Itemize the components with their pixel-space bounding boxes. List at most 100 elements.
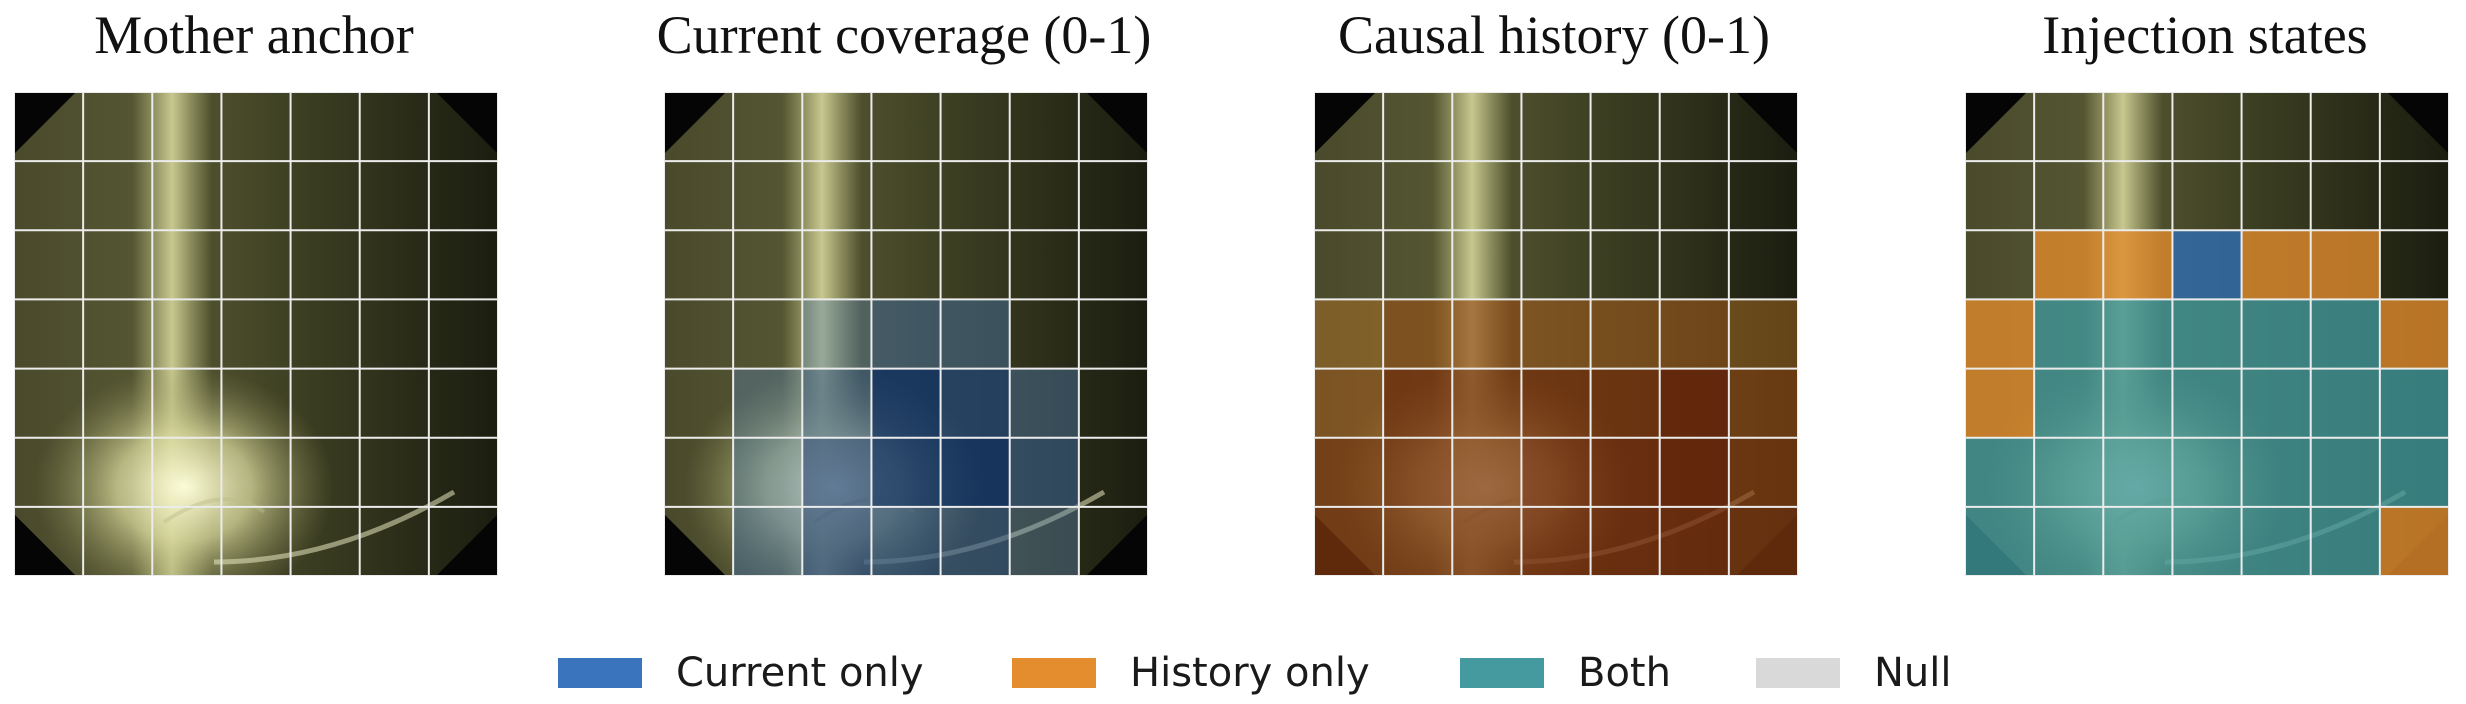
patch-cell (1383, 437, 1453, 507)
patch-cell (2103, 437, 2173, 507)
light-glow (34, 367, 334, 576)
patch-cell (2241, 506, 2311, 576)
patch-cell (1659, 299, 1729, 369)
patch-cell (1728, 368, 1798, 438)
patch-cell (1521, 368, 1591, 438)
patch-cell (1659, 368, 1729, 438)
patch-cell (2241, 230, 2311, 300)
patch-cell (1965, 299, 2035, 369)
patch-cell (1659, 506, 1729, 576)
patch-overlay (1314, 299, 1798, 576)
panel-title: Causal history (0-1) (1338, 5, 1770, 65)
patch-cell (2172, 437, 2242, 507)
patch-cell (2172, 230, 2242, 300)
patch-cell (1009, 506, 1079, 576)
current-coverage-image (664, 92, 1148, 576)
patch-cell (802, 368, 872, 438)
legend-swatch (1012, 658, 1096, 688)
legend-label: Both (1578, 650, 1671, 696)
patch-grid (1965, 92, 2449, 576)
patch-cell (871, 506, 941, 576)
legend-item-history: History only (1012, 648, 1370, 698)
patch-overlay (1965, 230, 2449, 576)
patch-cell (2241, 299, 2311, 369)
patch-cell (2241, 368, 2311, 438)
patch-cell (2379, 299, 2449, 369)
patch-cell (1521, 299, 1591, 369)
patch-cell (2103, 299, 2173, 369)
vignette-corner (1314, 92, 1376, 154)
patch-cell (733, 506, 803, 576)
patch-cell (1965, 368, 2035, 438)
patch-cell (2034, 368, 2104, 438)
patch-cell (1314, 299, 1384, 369)
vignette-corner (2387, 92, 2449, 154)
patch-cell (1590, 368, 1660, 438)
patch-cell (1728, 506, 1798, 576)
patch-cell (1965, 506, 2035, 576)
legend-swatch (1460, 658, 1544, 688)
patch-cell (1521, 506, 1591, 576)
panel-title: Injection states (2042, 5, 2368, 65)
patch-cell (2034, 506, 2104, 576)
patch-cell (1728, 437, 1798, 507)
vignette-corner (1086, 514, 1148, 576)
legend-swatch (558, 658, 642, 688)
panel-title: Current coverage (0-1) (656, 5, 1152, 65)
patch-cell (1009, 437, 1079, 507)
legend: Current only History only Both Null (0, 648, 2466, 698)
patch-cell (1590, 299, 1660, 369)
patch-cell (2379, 437, 2449, 507)
legend-item-current: Current only (558, 648, 924, 698)
patch-cell (871, 437, 941, 507)
panel-title: Mother anchor (94, 5, 414, 65)
patch-cell (1521, 437, 1591, 507)
patch-cell (871, 299, 941, 369)
patch-cell (2379, 368, 2449, 438)
vignette-corner (436, 92, 498, 154)
patch-cell (2379, 506, 2449, 576)
patch-cell (1452, 299, 1522, 369)
causal-history-image (1314, 92, 1798, 576)
patch-cell (1009, 368, 1079, 438)
mother-anchor-image (14, 92, 498, 576)
vignette-corner (14, 514, 76, 576)
patch-cell (2172, 506, 2242, 576)
patch-cell (1314, 437, 1384, 507)
patch-cell (2172, 368, 2242, 438)
patch-grid (14, 92, 498, 576)
patch-cell (2034, 230, 2104, 300)
patch-cell (1383, 506, 1453, 576)
patch-cell (2310, 506, 2380, 576)
legend-label: History only (1130, 650, 1370, 696)
patch-cell (1965, 437, 2035, 507)
patch-cell (733, 368, 803, 438)
patch-cell (802, 506, 872, 576)
patch-cell (2103, 368, 2173, 438)
vignette-corner (1086, 92, 1148, 154)
patch-grid (1314, 92, 1798, 576)
patch-cell (871, 368, 941, 438)
legend-label: Null (1874, 650, 1952, 696)
patch-cell (2034, 437, 2104, 507)
vignette-corner (436, 514, 498, 576)
vignette-corner (664, 514, 726, 576)
patch-cell (940, 506, 1010, 576)
legend-item-both: Both (1460, 648, 1671, 698)
patch-cell (2172, 299, 2242, 369)
patch-overlay (733, 299, 1079, 576)
patch-cell (2310, 299, 2380, 369)
patch-grid (664, 92, 1148, 576)
vignette-corner (1736, 92, 1798, 154)
patch-cell (1590, 506, 1660, 576)
patch-cell (1659, 437, 1729, 507)
injection-states-image (1965, 92, 2449, 576)
patch-cell (1314, 506, 1384, 576)
patch-cell (2310, 437, 2380, 507)
legend-item-null: Null (1756, 648, 1952, 698)
patch-cell (940, 368, 1010, 438)
patch-cell (2241, 437, 2311, 507)
patch-cell (1452, 506, 1522, 576)
patch-cell (2103, 506, 2173, 576)
reflection-arc (213, 489, 456, 565)
